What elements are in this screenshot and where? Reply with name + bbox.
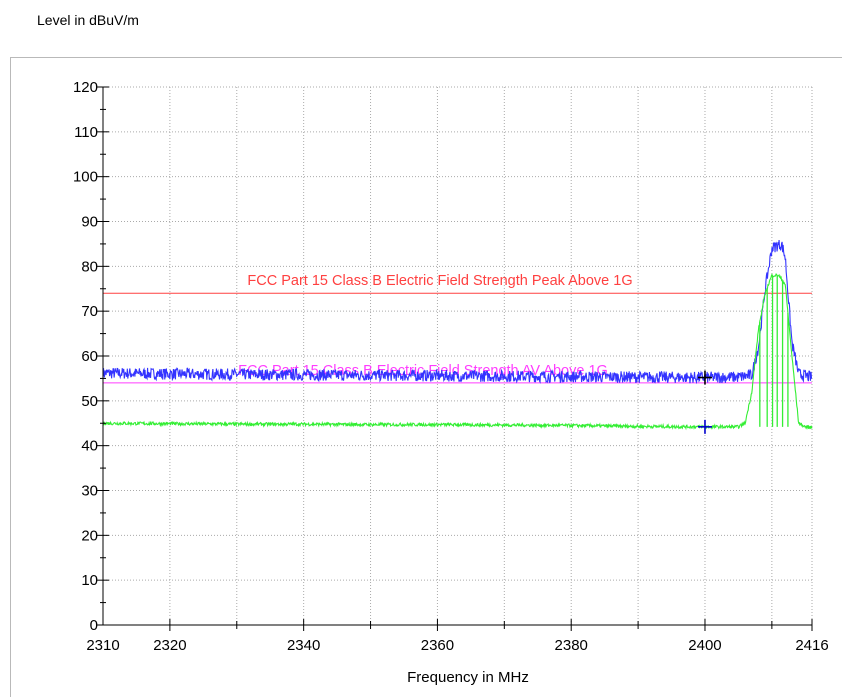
y-tick-label: 10 [81, 572, 98, 589]
x-tick-label: 2310 [86, 637, 119, 654]
x-tick-label: 2320 [153, 637, 186, 654]
y-tick-label: 120 [73, 79, 98, 96]
y-tick-label: 40 [81, 438, 98, 455]
traces [102, 239, 813, 434]
limit-line-label: FCC Part 15 Class B Electric Field Stren… [247, 273, 632, 289]
grid [103, 86, 813, 625]
chart-frame [10, 57, 842, 697]
x-tick-label: 2416 [795, 637, 828, 654]
peak-trace [102, 239, 813, 385]
y-tick-label: 90 [81, 214, 98, 231]
x-tick-label: 2380 [555, 637, 588, 654]
x-tick-label: 2340 [287, 637, 320, 654]
y-tick-label: 30 [81, 483, 98, 500]
y-tick-label: 50 [81, 393, 98, 410]
y-tick-label: 110 [74, 124, 98, 141]
limit-lines: FCC Part 15 Class B Electric Field Stren… [103, 273, 812, 384]
y-tick-label: 100 [73, 169, 98, 186]
y-tick-label: 80 [81, 258, 98, 275]
y-tick-label: 70 [81, 303, 98, 320]
y-tick-label: 60 [81, 348, 98, 365]
x-tick-label: 2360 [421, 637, 454, 654]
x-tick-label: 2400 [688, 637, 721, 654]
axes: 0 10 20 30 40 50 60 70 80 90 100 110 120 2310 2320 2340… [73, 79, 829, 654]
y-tick-label: 20 [81, 527, 98, 544]
y-tick-label: 0 [90, 617, 98, 634]
average-trace [102, 273, 813, 431]
y-axis-label: Level in dBuV/m [37, 12, 139, 28]
x-axis-label: Frequency in MHz [407, 669, 529, 685]
